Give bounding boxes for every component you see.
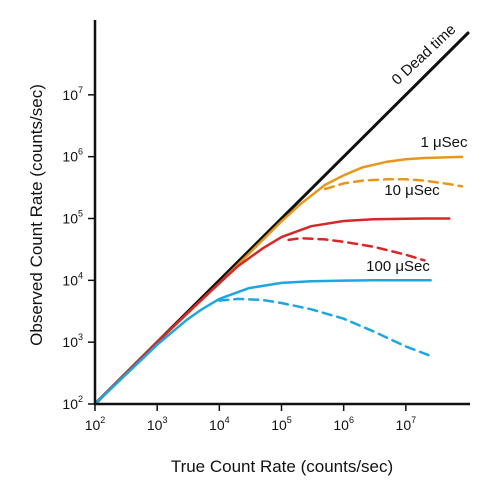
y-axis-title: Observed Count Rate (counts/sec) [27,84,46,346]
series-line-100-sec-dashed [218,297,432,358]
x-tick-label: 102 [85,415,106,433]
series-label-100-sec: 100 μSec [366,258,430,275]
x-tick-label: 104 [209,415,230,433]
y-tick-label: 106 [62,147,83,165]
series-line-10-sec-solid [93,217,451,406]
series-label-1-sec: 1 μSec [421,134,468,151]
series-layer [93,31,470,406]
x-axis-title: True Count Rate (counts/sec) [171,457,393,476]
y-tick-label: 105 [62,209,83,227]
x-tick-label: 107 [396,415,417,433]
series-line-100-sec-solid [93,279,432,406]
x-tick-label: 106 [333,415,354,433]
y-tick-label: 104 [62,270,83,288]
y-tick-label: 103 [62,332,83,350]
y-tick-label: 107 [62,85,83,103]
series-line-1-sec-dashed [323,178,464,191]
ticks-layer: 102 103 104 105 106 107 102 103 104 105 106 107 [62,85,416,433]
x-tick-label: 105 [271,415,292,433]
series-line-10-sec-dashed [287,236,426,262]
y-tick-label: 102 [62,394,83,412]
x-tick-label: 103 [147,415,168,433]
series-label-10-sec: 10 μSec [384,182,440,199]
axes-layer [93,20,470,406]
